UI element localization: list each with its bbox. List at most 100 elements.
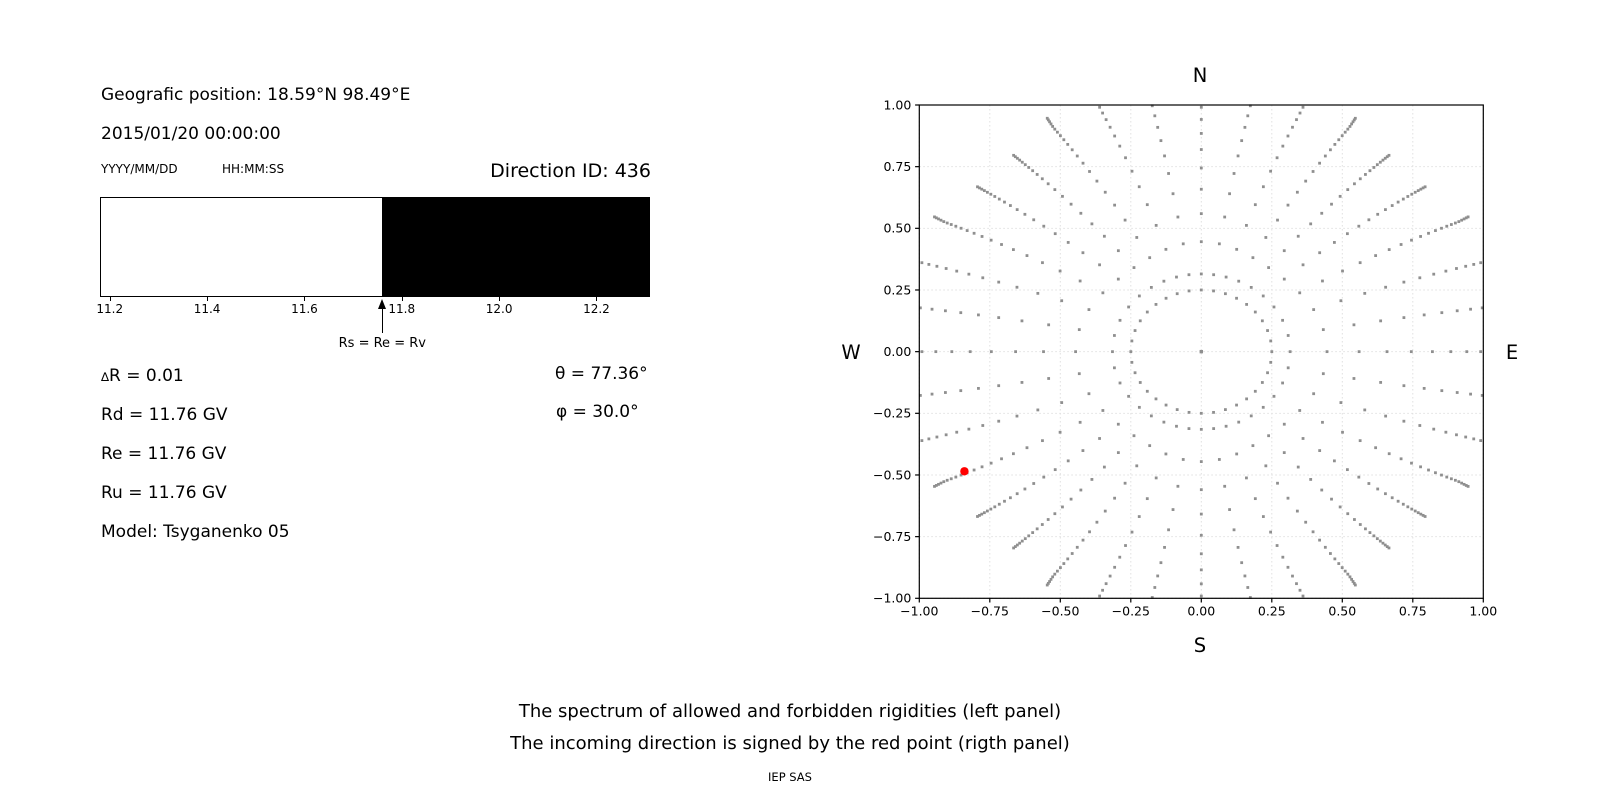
direction-dot — [1025, 254, 1029, 257]
direction-dot — [1472, 437, 1476, 441]
direction-dot — [1015, 543, 1019, 547]
direction-dot — [1445, 224, 1449, 228]
direction-dot — [1035, 173, 1039, 176]
direction-dot — [1358, 523, 1362, 526]
direction-dot — [1059, 134, 1062, 138]
ring-dot — [1224, 408, 1227, 411]
direction-dot — [1020, 539, 1024, 543]
direction-dot — [1051, 575, 1055, 579]
x-tick-label: 0.00 — [1187, 603, 1215, 618]
direction-dot — [1116, 422, 1120, 426]
direction-dot — [1357, 350, 1361, 354]
direction-dot — [982, 189, 986, 193]
direction-dot — [1309, 478, 1313, 481]
ring-dot — [1187, 410, 1191, 414]
direction-dot — [989, 238, 993, 242]
direction-dot — [1053, 127, 1057, 131]
direction-dot — [1058, 269, 1062, 273]
direction-dot — [1149, 285, 1153, 289]
ring-dot — [1253, 389, 1257, 393]
direction-dot — [920, 350, 924, 354]
direction-dot — [1352, 118, 1356, 122]
direction-dot — [1012, 452, 1015, 456]
direction-dot — [1003, 499, 1006, 503]
direction-dot — [1040, 523, 1044, 526]
direction-dot — [1154, 476, 1158, 480]
direction-dot — [1088, 170, 1091, 173]
direction-dot — [1053, 188, 1057, 192]
direction-dot — [997, 502, 1001, 506]
direction-dot — [1416, 511, 1420, 515]
direction-dot — [1101, 409, 1105, 412]
asymptotic-dots-layer — [918, 104, 1484, 599]
direction-dot — [1248, 104, 1252, 108]
direction-dot — [1387, 153, 1391, 157]
direction-dot — [1353, 518, 1356, 521]
direction-dot — [959, 226, 963, 230]
direction-dot — [1047, 377, 1051, 380]
direction-dot — [977, 313, 980, 317]
direction-dot — [1175, 275, 1178, 279]
direction-dot — [1291, 125, 1294, 129]
direction-dot — [1027, 534, 1031, 538]
direction-dot — [1079, 488, 1083, 492]
direction-dot — [1460, 481, 1464, 485]
direction-dot — [1384, 208, 1387, 212]
ring-dot — [1212, 289, 1215, 293]
direction-dot — [1353, 583, 1357, 587]
direction-dot — [1384, 492, 1387, 496]
direction-dot — [1123, 218, 1127, 222]
direction-dot — [1199, 512, 1203, 516]
direction-dot — [1090, 478, 1094, 481]
direction-dot — [1312, 392, 1316, 396]
direction-dot — [1444, 430, 1448, 434]
direction-dot — [1069, 202, 1073, 206]
direction-dot — [1015, 492, 1019, 496]
direction-dot — [1015, 285, 1019, 289]
direction-dot — [1031, 531, 1035, 534]
direction-dot — [1462, 482, 1466, 486]
direction-dot — [1235, 247, 1239, 251]
direction-dot — [1053, 512, 1057, 516]
direction-dot — [1275, 544, 1279, 547]
direction-dot — [1075, 545, 1079, 549]
direction-dot — [1399, 457, 1403, 461]
direction-dot — [1375, 537, 1379, 541]
direction-dot — [1199, 488, 1203, 492]
spectrum-segment-forbidden — [382, 198, 649, 296]
datetime-label: 2015/01/20 00:00:00 — [101, 124, 281, 144]
direction-dot — [1419, 187, 1423, 191]
direction-dot — [1352, 377, 1356, 380]
direction-dot — [1351, 580, 1355, 583]
direction-dot — [1113, 334, 1116, 337]
direction-dot — [976, 185, 979, 189]
direction-dot — [1406, 195, 1410, 198]
direction-dot — [1020, 160, 1024, 164]
direction-dot — [1079, 211, 1083, 215]
direction-dot — [1352, 323, 1356, 327]
direction-dot — [1224, 275, 1228, 279]
direction-dot — [1135, 236, 1139, 239]
direction-dot — [1060, 299, 1064, 303]
direction-dot — [1409, 350, 1413, 354]
direction-dot — [967, 427, 971, 431]
direction-dot — [1069, 497, 1073, 501]
direction-dot — [1049, 577, 1053, 581]
direction-dot — [1240, 139, 1244, 143]
ring-dot — [1235, 296, 1238, 300]
y-tick-label: 0.50 — [883, 221, 911, 236]
direction-dot — [1023, 487, 1027, 491]
tick-label-layer: −1.00 −0.75 −0.50 −0.25 0.00 0.25 0.50 0.75 1.00… — [873, 97, 1497, 618]
direction-dot — [1401, 197, 1405, 201]
ring-dot — [1164, 403, 1168, 407]
direction-dot — [1199, 212, 1203, 216]
direction-dot — [1053, 232, 1057, 236]
ring-dot — [1266, 371, 1269, 375]
direction-dot — [965, 229, 969, 232]
rigidity-spectrum-axis: 11.2 11.4 11.6 11.8 12.0 12.2 — [96, 297, 650, 337]
direction-dot — [972, 231, 976, 235]
direction-dot — [1321, 328, 1325, 332]
ring-dot — [1253, 310, 1257, 314]
direction-dot — [1061, 505, 1064, 509]
direction-dot — [1199, 427, 1203, 431]
